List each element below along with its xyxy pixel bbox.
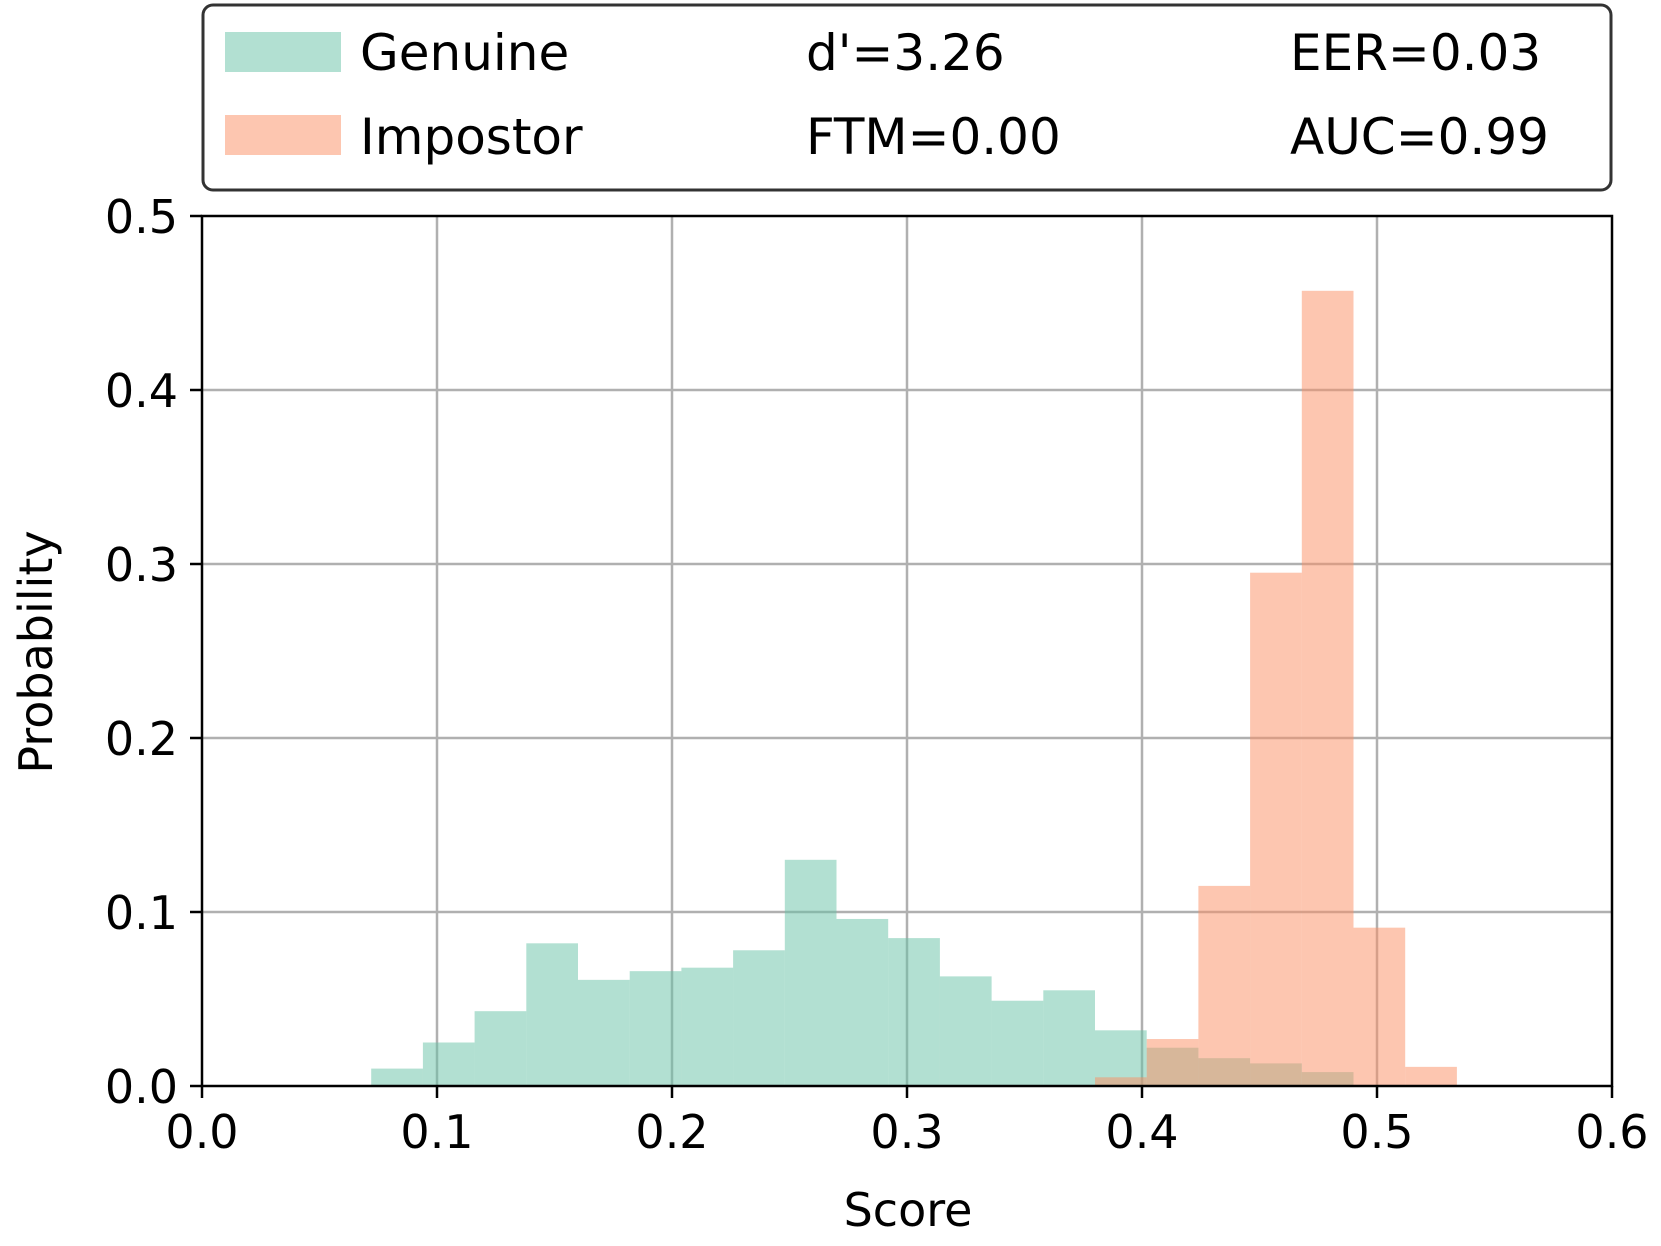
bar-genuine-14 [1095,1030,1147,1086]
y-axis-title: Probability [9,530,63,773]
tick-marks [190,214,1614,1098]
x-axis-title: Score [844,1183,973,1237]
bar-genuine-10 [888,938,940,1086]
bar-genuine-13 [1043,990,1095,1086]
bar-impostor-5 [1353,927,1406,1086]
legend-swatch-impostor [225,115,341,155]
bar-genuine-7 [733,950,785,1086]
y-tick-label-3: 0.3 [105,538,178,592]
x-tick-label-5: 0.5 [1340,1105,1413,1159]
legend-stat-auc: AUC=0.99 [1290,108,1549,166]
bar-genuine-6 [681,967,734,1086]
y-tick-label-0: 0.0 [105,1060,178,1114]
x-tick-label-2: 0.2 [635,1105,708,1159]
bar-impostor-1 [1146,1039,1199,1086]
bar-impostor-3 [1250,572,1302,1086]
legend-label-genuine: Genuine [360,24,569,82]
x-tick-label-3: 0.3 [870,1105,943,1159]
legend-stat-eer: EER=0.03 [1290,24,1541,82]
bar-genuine-9 [836,918,889,1086]
x-tick-label-1: 0.1 [400,1105,473,1159]
legend-stat-ftm: FTM=0.00 [806,108,1061,166]
bar-genuine-4 [578,979,630,1086]
bar-genuine-12 [991,1000,1044,1086]
bar-impostor-4 [1301,290,1354,1086]
grid-lines [202,216,1612,1086]
y-tick-label-1: 0.1 [105,886,178,940]
bar-impostor-2 [1198,885,1251,1086]
bar-genuine-0 [371,1068,423,1086]
bar-genuine-11 [939,976,992,1086]
bar-genuine-5 [629,971,682,1086]
y-tick-label-2: 0.2 [105,712,178,766]
legend-label-impostor: Impostor [360,108,583,166]
x-tick-label-4: 0.4 [1105,1105,1178,1159]
y-tick-label-4: 0.4 [105,364,178,418]
x-tick-label-6: 0.6 [1575,1105,1648,1159]
bar-genuine-8 [784,859,837,1086]
y-tick-label-5: 0.5 [105,190,178,244]
legend: Genuine Impostor d'=3.26 FTM=0.00 EER=0.… [201,3,1613,192]
bar-genuine-1 [422,1042,475,1086]
tick-labels: 0.0 0.1 0.2 0.3 0.4 0.5 0.6 0.0 0.1 0.2 0.3 0.4 0.5 [105,190,1649,1159]
bar-genuine-3 [526,943,578,1086]
bar-genuine-2 [474,1011,527,1086]
bar-impostor-6 [1405,1066,1457,1086]
bar-impostor-0 [1095,1077,1147,1086]
legend-stat-d-prime: d'=3.26 [806,24,1005,82]
histogram-bars [371,290,1457,1086]
x-tick-label-0: 0.0 [165,1105,238,1159]
legend-swatch-genuine [225,32,341,72]
legend-frame [201,3,1613,192]
